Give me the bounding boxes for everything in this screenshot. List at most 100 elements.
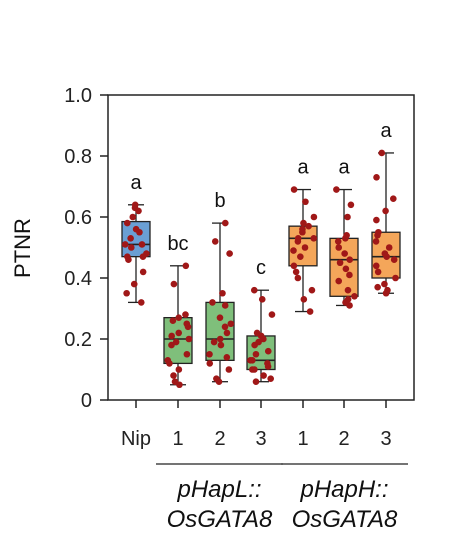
significance-letter: c [256,257,266,279]
data-point [121,241,129,248]
group-label-line2: OsGATA8 [292,506,398,533]
data-point [250,286,258,294]
data-point [123,289,130,297]
data-point [344,296,352,303]
data-point [129,213,137,221]
data-point [381,280,388,288]
data-point [227,320,235,328]
data-point [346,271,353,279]
group-label-line1: pHapH:: [299,476,388,503]
x-tick-label: 1 [172,428,183,450]
significance-letter: a [130,172,142,194]
data-point [374,283,381,291]
data-point [249,357,256,364]
y-tick-label: 1.0 [64,85,92,107]
data-point [378,149,386,157]
data-point [381,250,389,257]
data-point [169,317,177,325]
data-point [206,350,213,358]
data-point [182,262,190,270]
data-point [336,259,344,267]
significance-letter: bc [167,233,188,255]
data-point [302,198,309,206]
data-point [390,256,398,264]
data-point [123,219,131,227]
data-point [132,225,140,233]
data-point [137,299,145,306]
data-point [292,268,300,276]
data-point [183,350,191,358]
data-point [290,262,298,270]
x-tick-label: 1 [297,428,308,450]
data-point [299,225,306,233]
data-point [260,372,267,379]
data-point [127,235,134,242]
data-point [183,320,191,328]
data-point [168,341,175,349]
x-tick-label: 3 [380,428,391,450]
data-point [341,250,348,257]
data-point [251,366,258,373]
group-label-line1: pHapL:: [176,476,261,503]
significance-letter: a [297,157,309,179]
data-point [344,213,351,221]
x-tick-label: 3 [255,428,266,450]
y-tick-label: 0.2 [64,329,92,351]
data-point [124,253,131,260]
data-point [268,311,276,318]
significance-letter: a [338,157,350,179]
data-point [342,265,350,273]
data-point [290,247,297,254]
data-point [216,335,224,343]
data-point [343,232,350,239]
data-point [182,311,189,318]
data-point [255,338,262,346]
data-point [305,222,312,230]
data-point [175,329,183,337]
data-point [333,186,340,193]
y-tick-label: 0 [81,390,92,412]
x-tick-label: 2 [338,428,349,450]
data-point [216,314,224,321]
data-point [172,338,180,346]
data-point [306,308,314,315]
data-point [225,366,233,373]
data-point [131,201,139,209]
data-point [335,277,343,285]
data-point [221,219,229,227]
data-point [223,354,231,361]
data-point [294,274,302,282]
x-tick-label: Nip [121,428,151,450]
data-point [344,286,352,294]
data-point [185,335,193,343]
data-point [168,332,175,340]
group-label-line2: OsGATA8 [167,506,273,533]
data-point [223,329,231,337]
data-point [390,195,397,202]
data-point [334,238,342,245]
data-point [384,286,391,294]
data-point [300,296,308,303]
y-tick-label: 0.8 [64,146,92,168]
data-point [175,314,183,321]
data-point [219,289,226,297]
data-point [374,268,382,276]
data-point [392,274,399,282]
data-point [294,235,302,242]
data-point [211,238,219,245]
x-tick-label: 2 [214,428,225,450]
data-point [310,235,318,242]
data-point [258,296,266,303]
data-point [164,357,172,364]
data-point [372,238,380,245]
data-point [373,174,380,181]
data-point [210,338,218,346]
data-point [253,329,261,337]
data-point [373,216,380,224]
data-point [221,323,229,331]
data-point [221,302,229,309]
significance-letter: a [380,120,392,142]
data-point [171,378,179,386]
